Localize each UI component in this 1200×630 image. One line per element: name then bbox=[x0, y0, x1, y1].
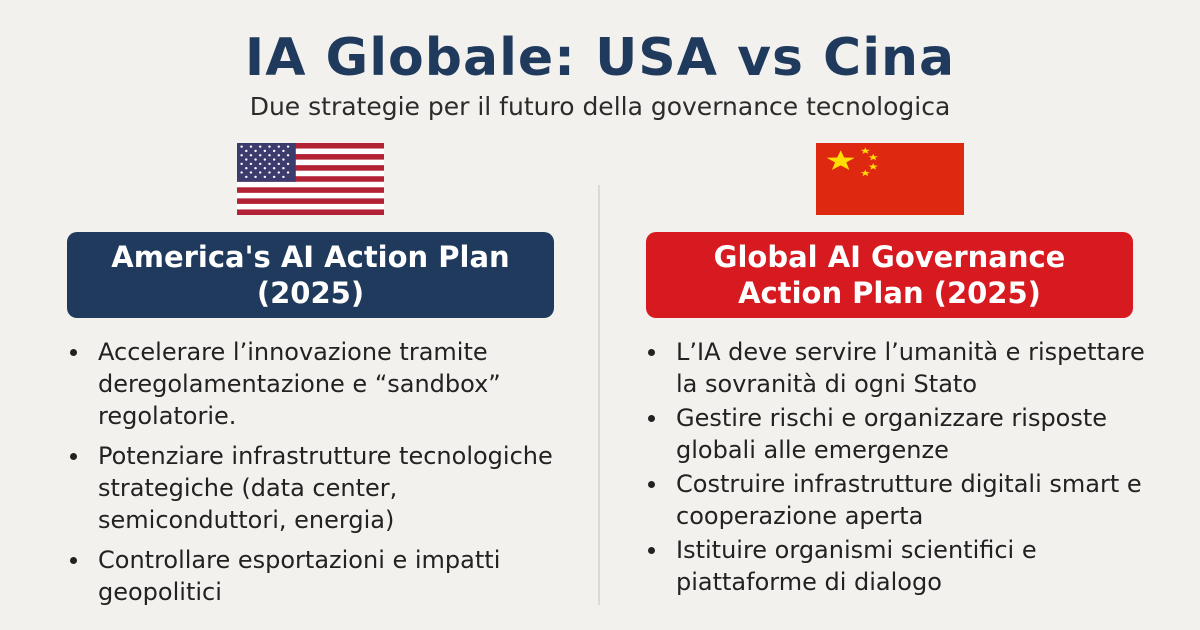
usa-plan-header: America's AI Action Plan (2025) bbox=[67, 232, 554, 318]
usa-plan-list: Accelerare l’innovazione tramite deregol… bbox=[70, 336, 570, 616]
list-item-text: Gestire rischi e organizzare risposte gl… bbox=[676, 404, 1108, 464]
china-flag bbox=[816, 143, 964, 215]
list-item-text: Accelerare l’innovazione tramite deregol… bbox=[98, 338, 501, 430]
list-item: L’IA deve servire l’umanità e rispettare… bbox=[648, 336, 1168, 400]
page-title: IA Globale: USA vs Cina bbox=[244, 28, 956, 88]
list-item-text: Potenziare infrastrutture tecnologiche s… bbox=[98, 442, 553, 534]
bullet-dot bbox=[70, 557, 77, 564]
list-item-text: L’IA deve servire l’umanità e rispettare… bbox=[676, 338, 1145, 398]
list-item-text: Costruire infrastrutture digitali smart … bbox=[676, 470, 1142, 530]
china-plan-title: Global AI Governance Action Plan (2025) bbox=[713, 240, 1066, 310]
list-item-text: Controllare esportazioni e impatti geopo… bbox=[98, 546, 501, 606]
bullet-dot bbox=[648, 415, 655, 422]
list-item-text: Istituire organismi scientifici e piatta… bbox=[676, 536, 1037, 596]
page-subtitle: Due strategie per il futuro della govern… bbox=[249, 92, 951, 121]
center-divider bbox=[598, 185, 600, 605]
usa-plan-title: America's AI Action Plan (2025) bbox=[111, 240, 510, 310]
bullet-dot bbox=[70, 349, 77, 356]
usa-flag bbox=[237, 143, 384, 215]
china-plan-header: Global AI Governance Action Plan (2025) bbox=[646, 232, 1133, 318]
list-item: Potenziare infrastrutture tecnologiche s… bbox=[70, 440, 570, 536]
list-item: Gestire rischi e organizzare risposte gl… bbox=[648, 402, 1168, 466]
list-item: Accelerare l’innovazione tramite deregol… bbox=[70, 336, 570, 432]
list-item: Istituire organismi scientifici e piatta… bbox=[648, 534, 1168, 598]
bullet-dot bbox=[648, 349, 655, 356]
list-item: Controllare esportazioni e impatti geopo… bbox=[70, 544, 570, 608]
bullet-dot bbox=[648, 547, 655, 554]
list-item: Costruire infrastrutture digitali smart … bbox=[648, 468, 1168, 532]
china-plan-list: L’IA deve servire l’umanità e rispettare… bbox=[648, 336, 1168, 600]
bullet-dot bbox=[648, 481, 655, 488]
bullet-dot bbox=[70, 453, 77, 460]
